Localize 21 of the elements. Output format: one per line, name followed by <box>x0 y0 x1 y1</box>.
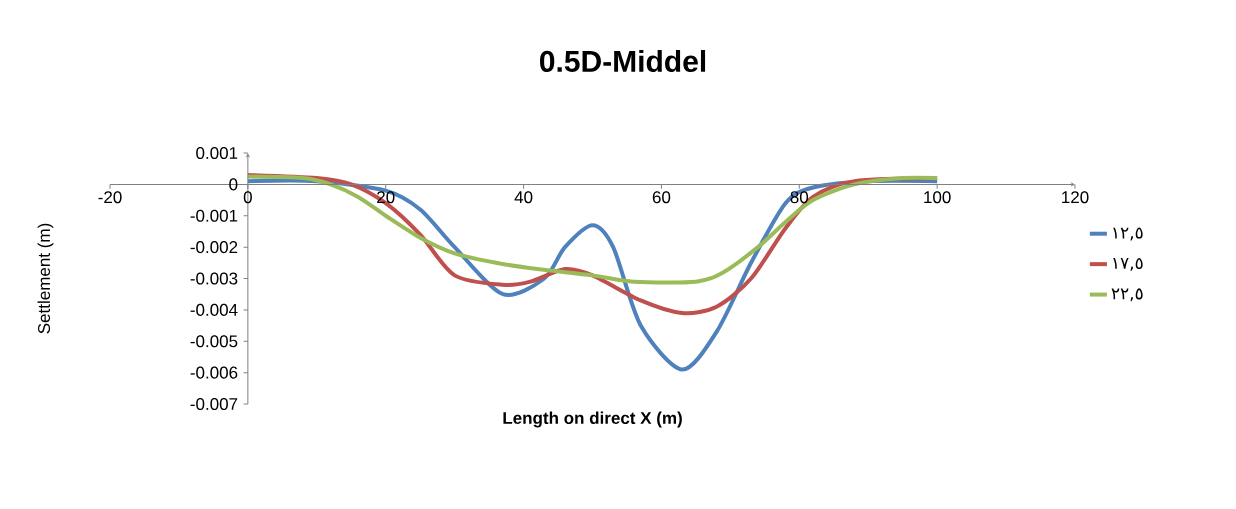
x-axis-title: Length on direct X (m) <box>503 411 682 428</box>
x-tick-label: 0 <box>243 191 252 204</box>
x-tick-label: 40 <box>514 191 533 204</box>
y-tick-label: -0.006 <box>190 366 238 379</box>
x-tick-label: 60 <box>652 191 671 204</box>
y-axis-title: Settlement (m) <box>37 223 54 334</box>
chart-title: 0.5D-Middel <box>540 49 706 73</box>
y-tick-label: -0.001 <box>190 209 238 222</box>
legend-label: ١٢,٥ <box>1113 227 1143 241</box>
y-tick-label: -0.005 <box>190 335 238 348</box>
legend-label: ٢٢,٥ <box>1111 288 1143 302</box>
y-tick-label: -0.002 <box>190 241 238 254</box>
y-tick-label: -0.003 <box>190 272 238 285</box>
legend-label: ١٧,٥ <box>1113 257 1143 271</box>
y-tick-label: 0.001 <box>196 146 238 160</box>
x-tick-label: -20 <box>98 191 122 204</box>
y-tick-label: 0 <box>229 178 238 191</box>
y-tick-label: -0.004 <box>190 303 238 316</box>
x-tick-label: 100 <box>924 191 951 204</box>
y-tick-label: -0.007 <box>190 397 238 411</box>
x-tick-label: 120 <box>1062 191 1089 204</box>
